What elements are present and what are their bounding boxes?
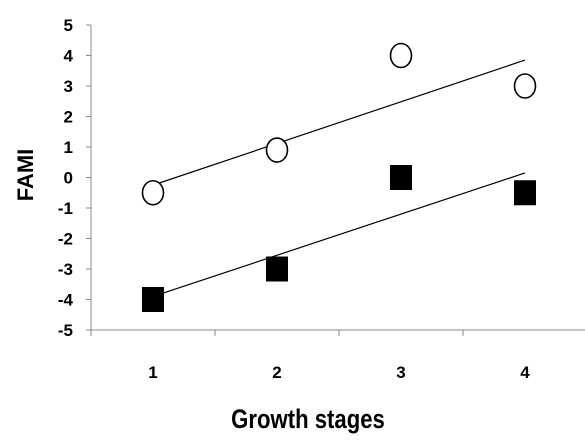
y-tick-label: -2 [58, 230, 73, 249]
x-tick-label: 4 [520, 363, 530, 382]
x-tick-labels: 1 2 3 4 [148, 363, 530, 382]
trendlines [152, 59, 526, 298]
y-tick-labels: 5 4 3 2 1 0 -1 -2 -3 -4 -5 [58, 16, 74, 340]
circle-point [265, 137, 289, 163]
x-axis-title: Growth stages [231, 405, 385, 435]
y-tick-label: 2 [64, 108, 73, 127]
y-tick-label: 0 [64, 169, 73, 188]
circle-point [141, 179, 165, 206]
markers [141, 42, 537, 312]
y-tick-label: -5 [58, 321, 73, 340]
trendline-series-2 [152, 172, 526, 298]
circle-point [513, 73, 537, 99]
square-point [266, 256, 288, 282]
y-tick-label: -3 [58, 260, 73, 279]
y-tick-label: 3 [64, 77, 73, 96]
y-tick-label: -4 [58, 291, 74, 310]
y-tick-label: 4 [64, 47, 74, 66]
axes [86, 24, 585, 336]
square-point [142, 287, 164, 312]
trendline-series-1 [152, 59, 526, 186]
square-point [514, 180, 536, 206]
y-tick-label: 5 [64, 16, 73, 35]
y-tick-label: -1 [58, 199, 73, 218]
y-tick-label: 1 [64, 138, 73, 157]
y-axis-title: FAMI [13, 149, 38, 202]
x-tick-label: 3 [396, 363, 405, 382]
x-tick-label: 1 [148, 363, 157, 382]
circle-point [389, 42, 413, 69]
square-point [390, 165, 412, 190]
x-tick-label: 2 [272, 363, 281, 382]
